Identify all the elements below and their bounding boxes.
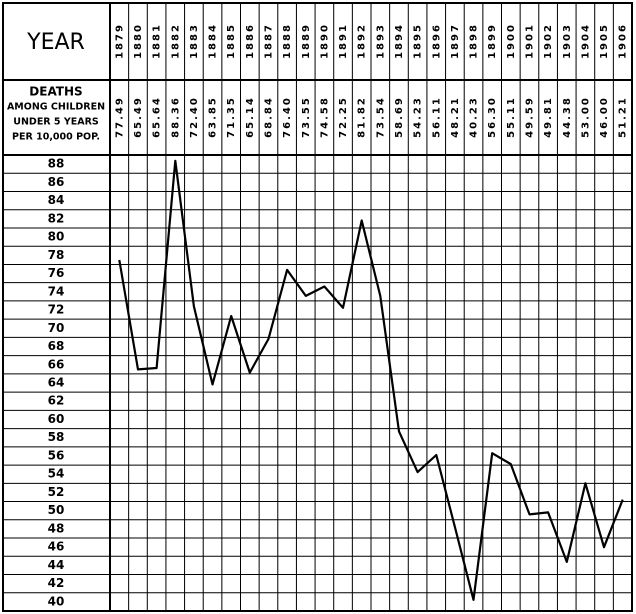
value-label: 77.49 [114,96,125,138]
x-tick-label: 1881 [152,23,163,59]
x-tick-label: 1885 [226,23,237,59]
value-label: 72.40 [189,96,200,138]
y-tick-label: 86 [48,175,65,189]
value-label: 56.30 [487,96,498,138]
y-tick-label: 54 [48,467,65,481]
y-tick-label: 60 [48,412,65,426]
value-label: 49.81 [543,96,554,138]
x-tick-label: 1905 [599,23,610,59]
x-tick-label: 1906 [618,23,629,59]
value-label: 81.82 [357,96,368,138]
y-tick-label: 40 [48,594,65,608]
x-tick-label: 1890 [319,23,330,59]
value-label: 65.49 [133,96,144,138]
row-label: UNDER 5 YEARS [13,117,99,128]
y-tick-label: 80 [48,230,65,244]
x-tick-label: 1886 [245,23,256,59]
y-tick-label: 58 [48,430,65,444]
value-label: 72.25 [338,96,349,138]
data-line [118,159,624,601]
y-tick-label: 52 [48,485,65,499]
y-tick-label: 62 [48,394,65,408]
x-tick-label: 1882 [170,23,181,59]
corner-label: YEAR [26,30,85,55]
y-tick-label: 72 [48,303,65,317]
y-tick-label: 48 [48,521,65,535]
y-tick-label: 84 [48,193,65,207]
row-label: PER 10,000 POP. [12,132,100,143]
value-label: 56.11 [431,96,442,138]
y-tick-label: 88 [48,157,65,171]
value-label: 76.40 [282,96,293,138]
x-tick-label: 1896 [431,23,442,59]
value-label: 68.84 [263,96,274,138]
x-tick-label: 1902 [543,23,554,59]
x-tick-label: 1898 [469,23,480,59]
value-label: 65.64 [152,96,163,138]
x-tick-label: 1883 [189,23,200,59]
value-label: 71.35 [226,96,237,138]
x-tick-label: 1900 [506,23,517,59]
x-tick-label: 1899 [487,23,498,59]
x-tick-label: 1891 [338,23,349,59]
value-label: 55.11 [506,96,517,138]
y-tick-label: 50 [48,503,65,517]
y-tick-label: 74 [48,284,65,298]
value-label: 51.21 [618,96,629,138]
row-label: AMONG CHILDREN [7,102,105,113]
y-tick-label: 64 [48,376,65,390]
x-tick-label: 1904 [580,23,591,59]
y-tick-label: 66 [48,357,65,371]
y-tick-label: 44 [48,558,65,572]
value-label: 53.00 [580,96,591,138]
value-label: 73.55 [301,96,312,138]
x-tick-label: 1887 [263,23,274,59]
value-label: 74.58 [319,96,330,138]
x-tick-label: 1879 [114,23,125,59]
y-tick-label: 68 [48,339,65,353]
x-tick-label: 1894 [394,23,405,59]
y-tick-label: 56 [48,448,65,462]
x-tick-label: 1901 [524,23,535,59]
value-label: 88.36 [170,96,181,138]
x-tick-label: 1880 [133,23,144,59]
value-label: 40.23 [469,96,480,138]
value-label: 65.14 [245,96,256,138]
value-label: 48.21 [450,96,461,138]
value-label: 46.00 [599,96,610,138]
y-tick-label: 70 [48,321,65,335]
row-label: DEATHS [29,85,82,99]
y-tick-label: 46 [48,540,65,554]
x-tick-label: 1889 [301,23,312,59]
y-tick-label: 78 [48,248,65,262]
x-tick-label: 1903 [562,23,573,59]
value-label: 73.54 [375,96,386,138]
x-tick-label: 1888 [282,23,293,59]
x-tick-label: 1897 [450,23,461,59]
y-tick-label: 42 [48,576,65,590]
x-tick-label: 1893 [375,23,386,59]
value-label: 54.23 [413,96,424,138]
value-label: 44.38 [562,96,573,138]
value-label: 63.85 [208,96,219,138]
x-tick-label: 1884 [208,23,219,59]
y-tick-label: 76 [48,266,65,280]
x-tick-label: 1895 [413,23,424,59]
x-tick-label: 1892 [357,23,368,59]
value-label: 49.59 [524,96,535,138]
y-tick-label: 82 [48,211,65,225]
value-label: 58.69 [394,96,405,138]
